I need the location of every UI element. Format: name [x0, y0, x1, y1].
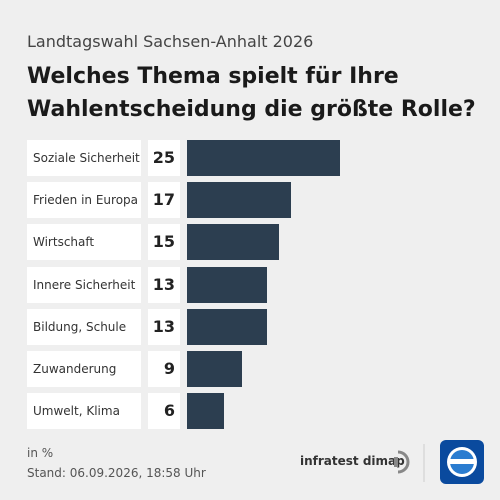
value-label: 25 [148, 140, 180, 176]
value-label: 15 [148, 224, 180, 261]
bar [187, 393, 224, 430]
source: infratest dimap [300, 454, 405, 468]
value-label: 9 [148, 351, 180, 387]
category-label: Zuwanderung [27, 351, 141, 387]
value-label: 13 [148, 308, 180, 345]
unit-note: in % [27, 446, 54, 460]
category-label: Bildung, Schule [27, 308, 141, 345]
subtitle: Landtagswahl Sachsen-Anhalt 2026 [27, 32, 314, 51]
bar [187, 266, 267, 303]
bar [187, 308, 267, 345]
chart-title: Welches Thema spielt für Ihre Wahlentsch… [27, 64, 476, 122]
category-label: Frieden in Europa [27, 182, 141, 219]
bar [187, 140, 340, 176]
bar [187, 351, 243, 387]
value-label: 17 [148, 182, 180, 219]
bar [187, 224, 279, 261]
bar [187, 182, 292, 219]
category-label: Soziale Sicherheit [27, 140, 141, 176]
stand: Stand: 06.09.2026, 18:58 Uhr [27, 466, 206, 480]
value-label: 13 [148, 266, 180, 303]
category-label: Umwelt, Klima [27, 393, 141, 430]
category-label: Innere Sicherheit [27, 266, 141, 303]
value-label: 6 [148, 393, 180, 430]
tagesschau-logo [440, 440, 484, 484]
category-label: Wirtschaft [27, 224, 141, 261]
